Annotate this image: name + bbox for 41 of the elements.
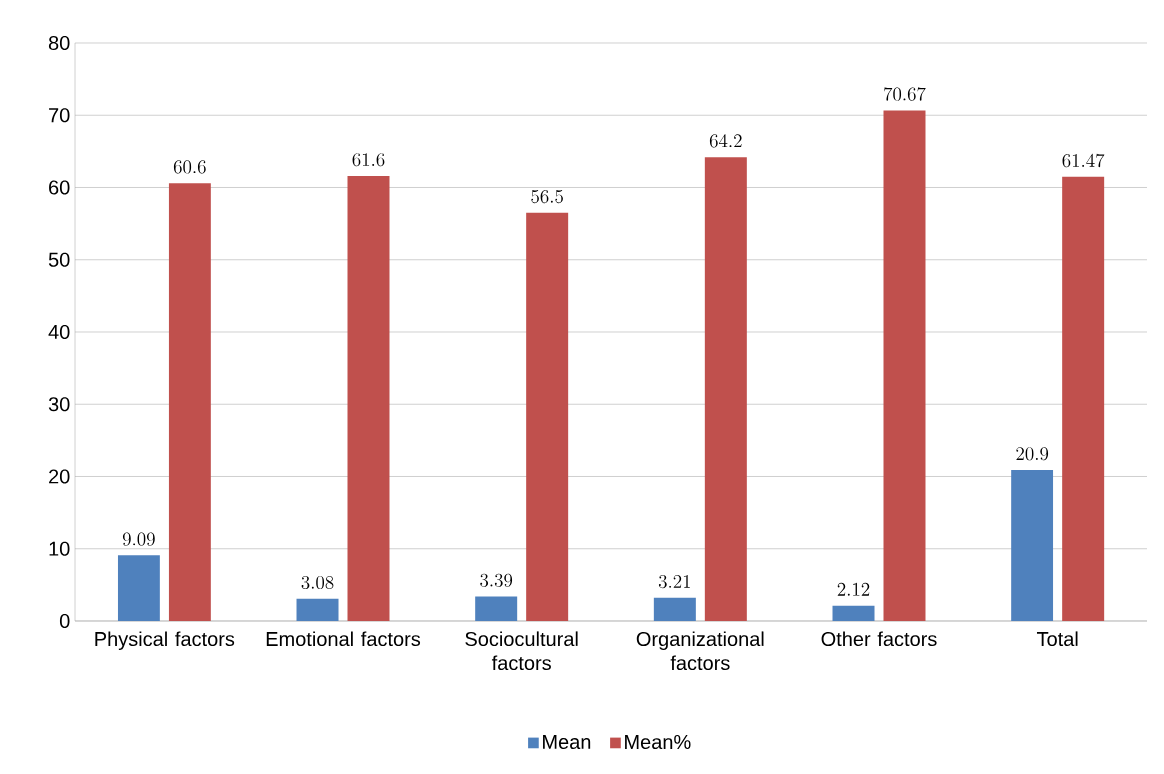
x-tick-label: Emotional factors — [266, 631, 421, 647]
bar — [704, 157, 747, 621]
bar — [1011, 469, 1054, 621]
bar — [117, 555, 160, 621]
data-label: 2. 12 — [837, 582, 870, 596]
data-label: 61 .47 — [1062, 153, 1105, 168]
bar — [296, 598, 339, 621]
bar — [526, 212, 569, 621]
data-label: 20.9 — [1016, 447, 1049, 461]
data-label: 3.21 — [658, 574, 691, 589]
y-tick-label: 10 — [49, 541, 70, 556]
y-tick-label: 60 — [49, 180, 70, 195]
bar — [347, 175, 390, 621]
data-label: 64.2 — [709, 134, 742, 148]
bar — [475, 596, 518, 621]
data-label: 3.39 — [480, 573, 513, 587]
data-label: 61 .6 — [352, 153, 385, 167]
y-tick-label: 40 — [48, 324, 70, 340]
data-label: 3.08 — [301, 575, 334, 590]
bar — [653, 597, 696, 621]
y-tick-label: 50 — [48, 252, 70, 267]
legend-label: Mean — [543, 735, 591, 750]
x-tick-label: Total — [1036, 631, 1078, 647]
x-tick-label: Physical factors — [95, 631, 235, 651]
data-label: 9.09 — [122, 532, 155, 546]
y-tick-label: 30 — [48, 397, 70, 412]
data-label: 60.6 — [173, 160, 206, 174]
data-label: 56.5 — [531, 189, 563, 204]
x-tick-label: Sociocultural factors — [465, 631, 578, 671]
y-tick-label: 0 — [59, 613, 70, 629]
y-tick-label: 70 — [49, 108, 70, 123]
bar — [832, 605, 875, 621]
data-label: 70.67 — [884, 87, 926, 101]
y-tick-label: 80 — [48, 35, 70, 51]
x-tick-label: Other factors — [821, 631, 937, 647]
x-tick-label: Organizational factors — [636, 631, 764, 671]
legend-label: Mean% — [625, 735, 691, 750]
bar — [1062, 176, 1105, 621]
bar — [883, 110, 926, 621]
bar — [168, 183, 211, 621]
y-tick-label: 20 — [49, 469, 70, 484]
